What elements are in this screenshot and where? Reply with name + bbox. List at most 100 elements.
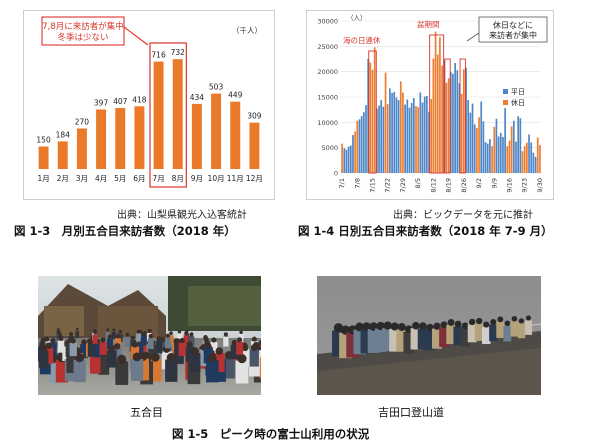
legend-weekday-label: 平日	[511, 88, 525, 96]
day-bar-9/15	[506, 146, 509, 173]
monthly-callout-line1: 7,8月に来訪者が集中	[42, 21, 124, 32]
x-tick-7/15: 7/15	[369, 178, 377, 193]
month-tick-1月: 1月	[37, 174, 49, 183]
day-bar-7/3	[345, 149, 348, 173]
x-tick-7/22: 7/22	[384, 178, 392, 193]
day-bar-9/1	[476, 127, 478, 173]
daily-callout-line1: 休日などに	[493, 20, 533, 30]
bar-value-3月: 270	[75, 118, 90, 127]
fifth-station-crowd-photo	[38, 276, 261, 395]
day-bar-7/30	[404, 104, 406, 173]
peak-months-highlight-box	[149, 42, 187, 188]
bar-6月	[134, 106, 145, 169]
daily-unit-label: （人）	[347, 14, 367, 22]
day-bar-8/15	[439, 37, 441, 173]
day-bar-7/28	[399, 81, 402, 173]
day-bar-9/9	[493, 126, 496, 173]
day-bar-7/4	[347, 146, 350, 173]
bar-value-2月: 184	[56, 130, 71, 139]
day-bar-9/13	[502, 137, 504, 173]
month-tick-8月: 8月	[172, 174, 184, 183]
y-tick-label: 10000	[317, 119, 338, 127]
bar-8月	[172, 59, 183, 170]
month-tick-6月: 6月	[133, 174, 145, 183]
daily-chart-panel: 0 5000 10000 15000 20000 25000 30000 （人） 7/1 7/8 7…	[306, 10, 554, 200]
bar-4月	[96, 109, 107, 169]
day-bar-7/16	[373, 47, 376, 174]
day-bar-8/27	[465, 67, 467, 173]
day-bar-8/22	[454, 63, 456, 174]
x-tick-7/8: 7/8	[353, 178, 361, 188]
day-bar-9/10	[495, 118, 498, 173]
day-bar-8/6	[419, 92, 422, 173]
day-bar-7/19	[380, 100, 383, 173]
bar-2月	[57, 141, 68, 169]
legend-holiday-swatch	[503, 100, 508, 105]
yoshida-trail-crowd-photo	[317, 276, 541, 395]
day-bar-9/21	[519, 118, 522, 173]
bar-value-10月: 503	[209, 83, 224, 92]
day-bar-9/29	[536, 137, 539, 173]
day-bar-9/11	[497, 136, 500, 173]
day-bar-7/31	[406, 99, 409, 173]
day-bar-7/15	[371, 69, 374, 173]
daily-callout-line2: 来訪者が集中	[489, 30, 537, 40]
umi-no-hi-box	[368, 50, 377, 174]
day-bar-7/22	[386, 104, 389, 173]
day-bar-9/23	[523, 146, 526, 173]
day-bar-9/17	[510, 126, 513, 173]
day-bar-7/10	[360, 116, 363, 173]
day-bar-9/24	[526, 142, 528, 173]
day-bar-7/27	[397, 100, 400, 173]
day-bar-8/23	[456, 70, 459, 173]
umi-no-hi-label: 海の日連休	[343, 35, 381, 45]
day-bar-7/11	[362, 112, 365, 173]
bar-value-6月: 418	[132, 95, 147, 104]
day-bar-7/24	[391, 92, 393, 173]
x-tick-9/2: 9/2	[475, 178, 483, 188]
day-bar-9/19	[515, 141, 517, 173]
x-tick-8/5: 8/5	[414, 178, 422, 188]
day-bar-7/13	[367, 59, 370, 173]
day-bar-8/12	[432, 58, 435, 173]
bar-9月	[191, 103, 202, 169]
bar-7月	[153, 61, 164, 169]
x-tick-9/16: 9/16	[505, 178, 513, 193]
day-bar-9/6	[486, 143, 489, 173]
x-tick-7/29: 7/29	[399, 178, 407, 193]
day-bar-9/3	[480, 101, 483, 173]
daily-chart-source: 出典：ビックデータを元に推計	[393, 210, 533, 221]
day-bar-8/1	[408, 107, 411, 173]
bar-value-12月: 309	[247, 112, 262, 121]
bar-10月	[211, 93, 222, 169]
fifth-station-label: 五合目	[130, 406, 163, 419]
day-bar-8/2	[410, 103, 413, 173]
x-tick-8/12: 8/12	[429, 178, 437, 193]
day-bar-8/14	[436, 54, 439, 173]
day-bar-8/13	[434, 31, 437, 173]
day-bar-8/18	[445, 82, 448, 173]
y-tick-label: 25000	[317, 43, 338, 51]
day-bar-9/27	[532, 152, 535, 173]
y-tick-label: 20000	[317, 68, 338, 76]
day-bar-9/18	[512, 120, 515, 173]
bar-5月	[115, 107, 126, 169]
y-tick-label: 30000	[317, 18, 338, 26]
day-bar-9/28	[534, 156, 537, 173]
day-bar-9/5	[484, 142, 487, 173]
month-tick-5月: 5月	[114, 174, 126, 183]
bar-12月	[249, 122, 260, 169]
day-bar-7/26	[395, 97, 398, 173]
day-bar-9/26	[530, 142, 533, 173]
day-bar-7/17	[376, 108, 378, 173]
day-bar-8/20	[449, 72, 452, 173]
day-bar-8/21	[452, 73, 454, 173]
day-bar-8/11	[430, 99, 433, 173]
bar-value-7月: 716	[151, 51, 166, 60]
day-bar-9/22	[521, 151, 524, 173]
day-bar-8/24	[458, 83, 461, 173]
monthly-callout-box	[41, 16, 125, 46]
daily-chart-caption: 図 1-4 日別五合目来訪者数（2018 年 7-9 月）	[298, 224, 553, 238]
day-bar-8/29	[469, 112, 472, 173]
month-tick-12月: 12月	[246, 174, 263, 183]
